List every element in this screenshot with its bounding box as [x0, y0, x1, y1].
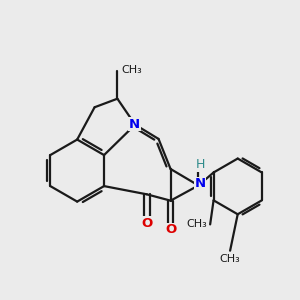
Text: O: O — [165, 223, 176, 236]
Text: CH₃: CH₃ — [186, 219, 207, 230]
Text: CH₃: CH₃ — [220, 254, 241, 265]
Text: CH₃: CH₃ — [121, 65, 142, 75]
Text: N: N — [194, 177, 206, 190]
Text: H: H — [195, 158, 205, 171]
Text: O: O — [141, 217, 152, 230]
Text: N: N — [129, 118, 140, 130]
